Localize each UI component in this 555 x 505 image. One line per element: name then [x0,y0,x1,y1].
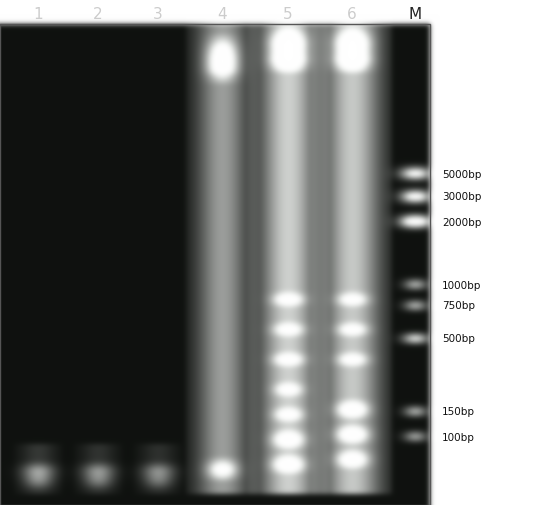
Text: 1: 1 [33,7,43,21]
Text: 5000bp: 5000bp [442,169,481,179]
Text: 750bp: 750bp [442,300,475,311]
Text: M: M [408,7,422,21]
Text: 3000bp: 3000bp [442,192,481,202]
Text: 1000bp: 1000bp [442,280,481,290]
Text: 2000bp: 2000bp [442,217,481,227]
Text: 100bp: 100bp [442,432,475,442]
Text: 6: 6 [347,7,357,21]
Text: 3: 3 [153,7,163,21]
Text: 2: 2 [93,7,103,21]
Text: 150bp: 150bp [442,407,475,417]
Text: 4: 4 [217,7,227,21]
Text: 500bp: 500bp [442,333,475,343]
Text: 5: 5 [283,7,293,21]
